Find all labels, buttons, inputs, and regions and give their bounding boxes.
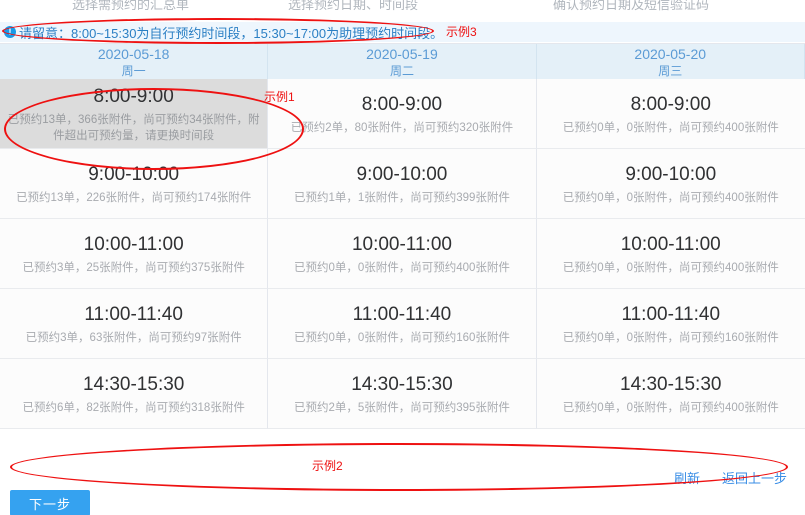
annotation-ellipse-2	[10, 443, 788, 491]
back-link[interactable]: 返回上一步	[721, 471, 787, 486]
header-date: 2020-05-20	[634, 46, 707, 62]
refresh-link[interactable]: 刷新	[673, 471, 700, 486]
time-slot-cell[interactable]: 8:00-9:00 已预约2单，80张附件，尚可预约320张附件	[268, 79, 537, 149]
header-weekday: 周二	[389, 64, 414, 78]
slot-capacity-text: 已预约3单，25张附件，尚可预约375张附件	[22, 261, 245, 274]
slot-time-label: 10:00-11:00	[351, 233, 452, 255]
time-slot-cell[interactable]: 9:00-10:00 已预约0单，0张附件，尚可预约400张附件	[536, 149, 805, 219]
slot-capacity-text: 已预约0单，0张附件，尚可预约400张附件	[562, 121, 779, 134]
time-slot-row: 10:00-11:00 已预约3单，25张附件，尚可预约375张附件 10:00…	[0, 219, 805, 289]
calendar-header-cell-2: 2020-05-20 周三	[536, 44, 805, 79]
time-slot-cell[interactable]: 8:00-9:00 已预约13单，366张附件，尚可预约34张附件，附件超出可预…	[0, 79, 269, 149]
slot-capacity-text: 已预约0单，0张附件，尚可预约400张附件	[562, 191, 779, 204]
next-step-button[interactable]: 下一步	[10, 490, 90, 515]
time-slot-cell[interactable]: 14:30-15:30 已预约2单，5张附件，尚可预约395张附件	[268, 359, 537, 429]
time-slot-row: 9:00-10:00 已预约13单，226张附件，尚可预约174张附件 9:00…	[0, 149, 805, 219]
time-slot-cell[interactable]: 9:00-10:00 已预约13单，226张附件，尚可预约174张附件	[0, 149, 269, 219]
slot-time-label: 11:00-11:40	[352, 303, 452, 325]
footer-links: 刷新 返回上一步	[674, 468, 787, 487]
time-slot-cell[interactable]: 14:30-15:30 已预约6单，82张附件，尚可预约318张附件	[0, 359, 269, 429]
header-weekday: 周一	[121, 64, 146, 78]
slot-time-label: 9:00-10:00	[625, 163, 717, 185]
header-weekday: 周三	[658, 64, 683, 78]
slot-time-label: 14:30-15:30	[620, 373, 722, 395]
slot-capacity-text: 已预约0单，0张附件，尚可预约400张附件	[293, 261, 510, 274]
time-slot-cell[interactable]: 10:00-11:00 已预约3单，25张附件，尚可预约375张附件	[0, 219, 269, 289]
time-slot-row: 11:00-11:40 已预约3单，63张附件，尚可预约97张附件 11:00-…	[0, 289, 805, 359]
step-item-3[interactable]: 确认预约日期及短信验证码	[553, 0, 710, 12]
slot-time-label: 11:00-11:40	[621, 303, 721, 325]
calendar-header-cell-0: 2020-05-18 周一	[0, 44, 269, 79]
slot-capacity-text: 已预约0单，0张附件，尚可预约160张附件	[562, 331, 779, 344]
notice-text: 请留意：8:00~15:30为自行预约时间段，15:30~17:00为助理预约时…	[19, 25, 444, 41]
slot-capacity-text: 已预约13单，226张附件，尚可预约174张附件	[16, 191, 252, 204]
slot-capacity-text: 已预约6单，82张附件，尚可预约318张附件	[22, 401, 245, 414]
slot-time-label: 10:00-11:00	[620, 233, 721, 255]
slot-time-label: 8:00-9:00	[630, 93, 711, 115]
slot-time-label: 9:00-10:00	[88, 163, 180, 185]
time-slot-cell[interactable]: 11:00-11:40 已预约3单，63张附件，尚可预约97张附件	[0, 289, 269, 359]
info-circle-icon: !	[4, 26, 16, 38]
calendar-header-cell-1: 2020-05-19 周二	[268, 44, 537, 79]
slot-capacity-text: 已预约2单，80张附件，尚可预约320张附件	[290, 121, 514, 134]
time-slot-calendar: 2020-05-18 周一 2020-05-19 周二 2020-05-20 周…	[0, 43, 805, 441]
time-slot-cell[interactable]: 14:30-15:30 已预约0单，0张附件，尚可预约400张附件	[536, 359, 805, 429]
slot-capacity-text: 已预约3单，63张附件，尚可预约97张附件	[25, 331, 242, 344]
time-slot-cell[interactable]: 8:00-9:00 已预约0单，0张附件，尚可预约400张附件	[536, 79, 805, 149]
time-slot-row: 14:30-15:30 已预约6单，82张附件，尚可预约318张附件 14:30…	[0, 359, 805, 429]
step-indicator: 选择需预约的汇总单 选择预约日期、时间段 确认预约日期及短信验证码	[0, 0, 805, 18]
time-slot-row: 8:00-9:00 已预约13单，366张附件，尚可预约34张附件，附件超出可预…	[0, 79, 805, 149]
slot-time-label: 10:00-11:00	[83, 233, 184, 255]
step-item-1[interactable]: 选择需预约的汇总单	[72, 0, 190, 12]
slot-capacity-text: 已预约0单，0张附件，尚可预约400张附件	[562, 401, 779, 414]
slot-time-label: 9:00-10:00	[356, 163, 448, 185]
annotation-label-2: 示例2	[312, 459, 343, 473]
slot-capacity-text: 已预约1单，1张附件，尚可预约399张附件	[293, 191, 510, 204]
time-slot-cell[interactable]: 10:00-11:00 已预约0单，0张附件，尚可预约400张附件	[536, 219, 805, 289]
header-date: 2020-05-19	[366, 46, 438, 62]
slot-capacity-text: 已预约0单，0张附件，尚可预约400张附件	[562, 261, 779, 274]
slot-time-label: 11:00-11:40	[84, 303, 183, 325]
time-slot-cell[interactable]: 9:00-10:00 已预约1单，1张附件，尚可预约399张附件	[268, 149, 537, 219]
slot-time-label: 14:30-15:30	[82, 373, 185, 395]
time-slot-cell[interactable]: 10:00-11:00 已预约0单，0张附件，尚可预约400张附件	[268, 219, 537, 289]
time-slot-cell[interactable]: 11:00-11:40 已预约0单，0张附件，尚可预约160张附件	[268, 289, 537, 359]
slot-time-label: 14:30-15:30	[351, 373, 453, 395]
slot-time-label: 8:00-9:00	[93, 85, 174, 107]
slot-capacity-text: 已预约13单，366张附件，尚可预约34张附件，附件超出可预约量，请更换时间段	[7, 113, 260, 142]
slot-capacity-text: 已预约2单，5张附件，尚可预约395张附件	[293, 401, 510, 414]
calendar-header-row: 2020-05-18 周一 2020-05-19 周二 2020-05-20 周…	[0, 44, 805, 79]
time-slot-cell[interactable]: 11:00-11:40 已预约0单，0张附件，尚可预约160张附件	[536, 289, 805, 359]
step-item-2[interactable]: 选择预约日期、时间段	[288, 0, 419, 12]
slot-capacity-text: 已预约0单，0张附件，尚可预约160张附件	[293, 331, 510, 344]
header-date: 2020-05-18	[97, 46, 170, 62]
slot-time-label: 8:00-9:00	[361, 93, 443, 115]
notice-bar: ! 请留意：8:00~15:30为自行预约时间段，15:30~17:00为助理预…	[0, 22, 805, 42]
